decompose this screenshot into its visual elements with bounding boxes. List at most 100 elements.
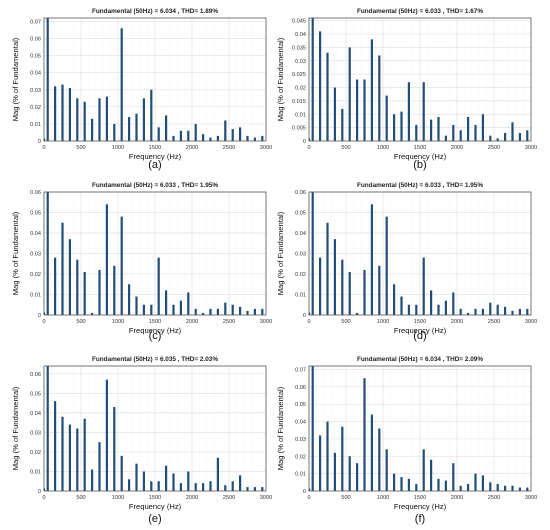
harmonic-bar	[165, 465, 168, 491]
harmonic-bar	[54, 86, 57, 141]
y-tick-label: 0.01	[30, 293, 41, 299]
harmonic-bar	[61, 416, 64, 491]
y-tick-label: 0.06	[30, 37, 41, 43]
chart-title: Fundamental (50Hz) = 6.033 , THD= 1.67%	[357, 8, 483, 15]
harmonic-bar	[98, 442, 101, 491]
x-tick-label: 500	[341, 495, 350, 501]
x-tick-label: 3000	[260, 145, 272, 151]
harmonic-bar	[46, 366, 49, 491]
harmonic-bar	[459, 130, 462, 141]
harmonic-bar	[120, 216, 123, 315]
y-tick-label: 0.05	[30, 211, 41, 217]
harmonic-bar	[261, 135, 264, 141]
harmonic-bar	[120, 28, 123, 141]
y-tick-label: 0.06	[30, 372, 41, 378]
plot-frame	[308, 17, 532, 142]
harmonic-bar	[437, 478, 440, 491]
harmonic-bar	[467, 312, 470, 315]
harmonic-bar	[459, 485, 462, 491]
harmonic-bar	[415, 484, 418, 491]
x-tick-label: 1500	[149, 319, 161, 325]
harmonic-bar	[172, 135, 175, 141]
harmonic-bar	[202, 483, 205, 491]
x-tick-label: 2500	[488, 495, 500, 501]
x-tick-label: 2000	[186, 495, 198, 501]
x-tick-label: 2500	[488, 319, 500, 325]
y-tick-label: 0.02	[30, 105, 41, 111]
harmonic-bar	[422, 449, 425, 491]
harmonic-bar	[231, 481, 234, 491]
panel-caption: (e)	[148, 513, 161, 525]
harmonic-bar	[172, 304, 175, 315]
y-axis-label: Mag (% of Fundamental)	[11, 386, 20, 470]
harmonic-bar	[444, 480, 447, 491]
y-tick-label: 0	[303, 489, 306, 495]
harmonic-bar	[430, 290, 433, 315]
harmonic-bar	[504, 132, 507, 141]
panel-caption: (b)	[413, 159, 426, 171]
harmonic-bar	[481, 475, 484, 491]
harmonic-bar	[83, 271, 86, 315]
y-tick-label: 0.03	[295, 437, 306, 443]
x-tick-label: 500	[76, 319, 85, 325]
harmonic-bar	[422, 257, 425, 315]
harmonic-bar	[76, 259, 79, 315]
x-tick-label: 0	[307, 319, 310, 325]
chart-title: Fundamental (50Hz) = 6.033 , THD= 1.95%	[357, 182, 483, 189]
harmonic-bar	[120, 455, 123, 491]
harmonic-bar	[511, 310, 514, 315]
chart-title: Fundamental (50Hz) = 6.034 , THD= 1.89%	[92, 8, 218, 15]
harmonic-bar	[370, 414, 373, 491]
harmonic-bar	[91, 118, 94, 141]
harmonic-bar	[430, 119, 433, 141]
harmonic-bar	[437, 304, 440, 315]
harmonic-bar	[326, 222, 329, 315]
harmonic-bar	[526, 487, 529, 491]
harmonic-bar	[142, 98, 145, 141]
x-tick-label: 1500	[149, 495, 161, 501]
y-tick-label: 0.02	[295, 272, 306, 278]
harmonic-bar	[179, 483, 182, 491]
harmonic-bar	[489, 135, 492, 141]
y-tick-label: 0.05	[295, 402, 306, 408]
x-tick-label: 0	[307, 145, 310, 151]
harmonic-bar	[209, 308, 212, 315]
harmonic-bar	[231, 129, 234, 141]
panel-caption: (f)	[415, 513, 425, 525]
x-tick-label: 2000	[451, 319, 463, 325]
harmonic-bar	[157, 257, 160, 315]
y-axis-label: Mag (% of Fundamental)	[11, 211, 20, 295]
y-tick-label: 0	[38, 489, 41, 495]
harmonic-bar	[239, 127, 242, 141]
harmonic-bar	[194, 123, 197, 141]
harmonic-bar	[348, 47, 351, 142]
y-tick-label: 0.05	[30, 391, 41, 397]
harmonic-bar	[261, 308, 264, 315]
harmonic-bar	[113, 265, 116, 315]
harmonic-bar	[224, 120, 227, 141]
x-tick-label: 1500	[414, 319, 426, 325]
panel-caption: (c)	[149, 330, 162, 342]
x-tick-label: 0	[42, 319, 45, 325]
harmonic-bar	[150, 89, 153, 141]
panel-caption: (d)	[413, 330, 426, 342]
y-axis-label: Mag (% of Fundamental)	[276, 386, 285, 470]
harmonic-bar	[98, 269, 101, 315]
harmonic-bar	[489, 302, 492, 315]
y-tick-label: 0.01	[30, 469, 41, 475]
x-tick-label: 1000	[112, 495, 124, 501]
harmonic-bar	[246, 487, 249, 491]
harmonic-bar	[393, 473, 396, 491]
harmonic-bar	[326, 52, 329, 142]
harmonic-bar	[400, 111, 403, 141]
harmonic-bar	[54, 257, 57, 315]
harmonic-bar	[194, 483, 197, 491]
plot-frame	[308, 191, 532, 316]
x-tick-label: 3000	[525, 145, 537, 151]
harmonic-bar	[157, 127, 160, 141]
harmonic-bar	[437, 116, 440, 141]
x-tick-label: 1000	[112, 145, 124, 151]
harmonic-bar	[91, 469, 94, 491]
y-tick-label: 0.06	[30, 190, 41, 196]
